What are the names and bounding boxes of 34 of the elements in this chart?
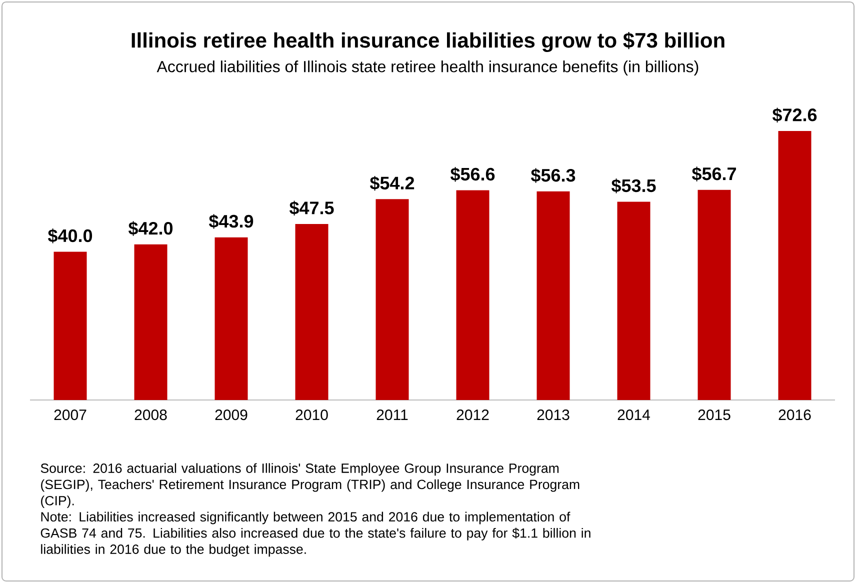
- x-tick-label: 2014: [618, 410, 650, 420]
- x-tick-label: 2008: [134, 410, 167, 420]
- bar: [376, 199, 409, 400]
- x-tick-label: 2009: [215, 410, 248, 420]
- bar: [295, 224, 328, 400]
- x-tick-label: 2012: [456, 410, 489, 420]
- bar: [536, 191, 570, 400]
- bar: [617, 202, 650, 400]
- bar: [456, 190, 490, 400]
- data-label: $56.3: [530, 168, 576, 183]
- x-tick-label: 2011: [376, 410, 408, 420]
- chart-title: Illinois retiree health insurance liabilities grow to $73 billion: [132, 32, 724, 52]
- x-tick-label: 2010: [296, 410, 328, 420]
- x-tick-label: 2015: [698, 410, 730, 420]
- data-label: $53.5: [611, 178, 656, 194]
- data-label: $72.6: [772, 108, 817, 122]
- data-label: $40.0: [48, 228, 92, 244]
- x-tick-label: 2013: [537, 410, 570, 420]
- data-label: $56.7: [692, 166, 736, 182]
- data-label: $47.5: [289, 200, 334, 216]
- data-label: $42.0: [128, 221, 173, 236]
- x-tick-label: 2007: [54, 410, 86, 420]
- chart-subtitle: Accrued liabilities of Illinois state retiree health insurance benefits (in billions): [156, 60, 698, 76]
- bar: [214, 237, 248, 400]
- bar: [134, 244, 168, 400]
- data-label: $43.9: [208, 214, 254, 229]
- source-note: Source: 2016 actuarial valuations of Illinois' State Employee Group Insurance Program (SEGIP), Teachers' Retirement Insurance Program (TRIP) and College Insurance Program (CIP).: [40, 463, 580, 508]
- bar: [698, 190, 731, 400]
- text: Note: Liabilities increased significantly between 2015 and 2016 due to implementation of GASB 74 and 75. Liabilities also increased due to the state's failure to pay for $1.1 billion in liabilities in 2016 due to the budget impasse.: [40, 512, 590, 557]
- bar: [778, 130, 812, 400]
- x-tick-label: 2016: [778, 410, 811, 420]
- data-label: $54.2: [370, 176, 414, 191]
- bar: [54, 252, 87, 400]
- data-label: $56.6: [450, 167, 495, 182]
